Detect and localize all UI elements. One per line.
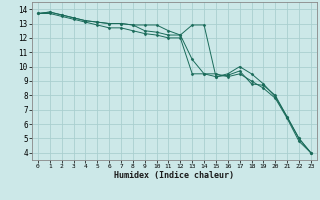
X-axis label: Humidex (Indice chaleur): Humidex (Indice chaleur) — [115, 171, 234, 180]
